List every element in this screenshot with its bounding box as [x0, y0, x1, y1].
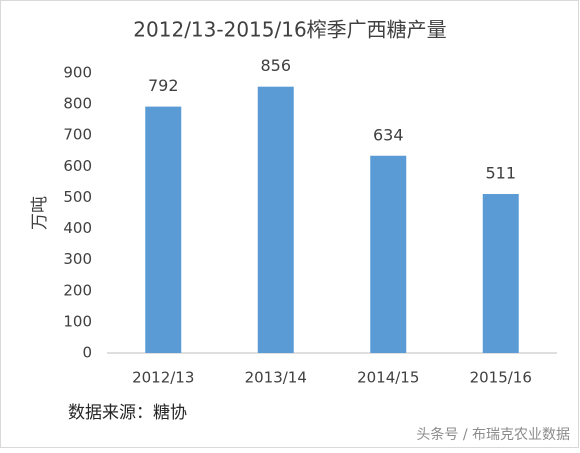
- y-tick-label: 100: [63, 312, 92, 330]
- y-tick-label: 800: [63, 95, 92, 113]
- y-tick-label: 200: [63, 281, 92, 299]
- bar: [257, 86, 294, 353]
- data-label: 792: [148, 76, 179, 95]
- data-label: 634: [373, 125, 404, 144]
- x-tick-label: 2012/13: [132, 369, 194, 387]
- y-tick-label: 300: [63, 250, 92, 268]
- source-note: 数据来源：糖协: [68, 403, 187, 423]
- y-tick-label: 700: [63, 126, 92, 144]
- data-label: 856: [260, 56, 291, 75]
- chart-title: 2012/13-2015/16榨季广西糖产量: [133, 18, 446, 42]
- bar: [370, 155, 407, 353]
- x-tick-label: 2014/15: [357, 369, 419, 387]
- bar: [145, 106, 182, 353]
- x-tick-label: 2015/16: [470, 369, 532, 387]
- y-axis-label: 万吨: [30, 196, 50, 230]
- y-tick-label: 500: [63, 188, 92, 206]
- y-tick-label: 600: [63, 157, 92, 175]
- y-tick-label: 0: [82, 344, 92, 362]
- bar: [482, 194, 519, 353]
- data-label: 511: [485, 164, 516, 183]
- x-tick-label: 2013/14: [245, 369, 307, 387]
- watermark: 头条号 / 布瑞克农业数据: [416, 426, 570, 443]
- y-tick-label: 900: [63, 64, 92, 82]
- y-tick-label: 400: [63, 219, 92, 237]
